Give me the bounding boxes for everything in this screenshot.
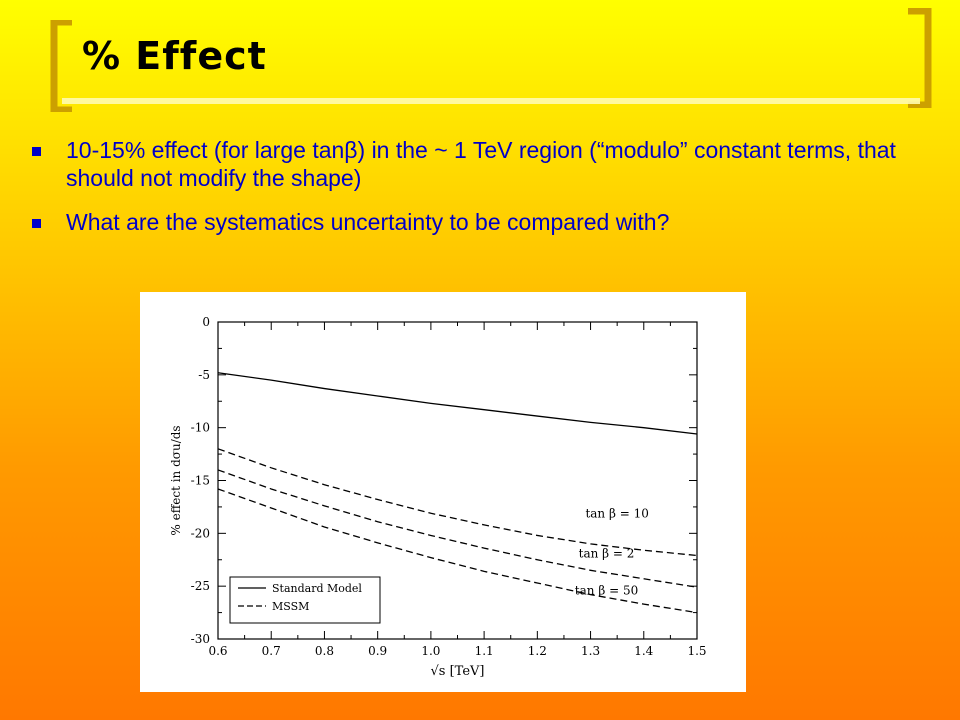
y-tick-label: 0 (202, 315, 210, 329)
y-tick-label: -15 (191, 474, 210, 488)
x-tick-label: 1.1 (475, 644, 494, 658)
x-tick-label: 1.3 (581, 644, 600, 658)
chart-panel: 0.6 0.7 0.8 0.9 1.0 1.1 1.2 1.3 1.4 1.5 0 -5 -10 -15 -… (140, 292, 746, 692)
legend-label: MSSM (272, 600, 309, 613)
x-tick-label: 1.5 (687, 644, 706, 658)
x-tick-label: 0.6 (208, 644, 227, 658)
y-tick-label: -25 (191, 579, 210, 593)
bullet-text: 10-15% effect (for large tanβ) in the ~ … (66, 137, 896, 191)
x-tick-label: 1.4 (634, 644, 653, 658)
y-tick-label: -10 (191, 421, 210, 435)
x-tick-label: 1.0 (421, 644, 440, 658)
standard-model-series-line (217, 372, 698, 435)
bullet-item: 10-15% effect (for large tanβ) in the ~ … (32, 136, 932, 192)
legend-box (229, 576, 381, 624)
x-tick-label: 1.2 (528, 644, 547, 658)
series-annotation: tan β = 10 (585, 506, 648, 520)
slide-title: % Effect (82, 34, 267, 78)
y-tick-label: -5 (198, 368, 210, 382)
effect-chart: 0.6 0.7 0.8 0.9 1.0 1.1 1.2 1.3 1.4 1.5 0 -5 -10 -15 -… (169, 315, 707, 679)
y-tick-label: -30 (191, 632, 210, 646)
title-underline (62, 98, 920, 104)
y-axis-label: % effect in dσu/ds (169, 425, 183, 535)
x-axis-label: √s [TeV] (431, 664, 485, 679)
series-annotation: tan β = 50 (575, 584, 638, 598)
y-tick-label: -20 (191, 526, 210, 540)
x-tick-label: 0.9 (368, 644, 387, 658)
mssm-series-line (217, 448, 698, 557)
bullet-text: What are the systematics uncertainty to … (66, 209, 670, 235)
x-tick-label: 0.8 (315, 644, 334, 658)
bullet-square-icon (32, 147, 41, 156)
x-tick-label: 0.7 (262, 644, 281, 658)
legend-label: Standard Model (272, 582, 362, 595)
bullet-item: What are the systematics uncertainty to … (32, 208, 932, 236)
series-annotation: tan β = 2 (579, 547, 635, 561)
right-bracket-icon (908, 8, 932, 108)
mssm-series-line (217, 469, 698, 588)
left-bracket-icon (50, 20, 72, 112)
bullet-list: 10-15% effect (for large tanβ) in the ~ … (32, 136, 932, 252)
bullet-square-icon (32, 219, 41, 228)
